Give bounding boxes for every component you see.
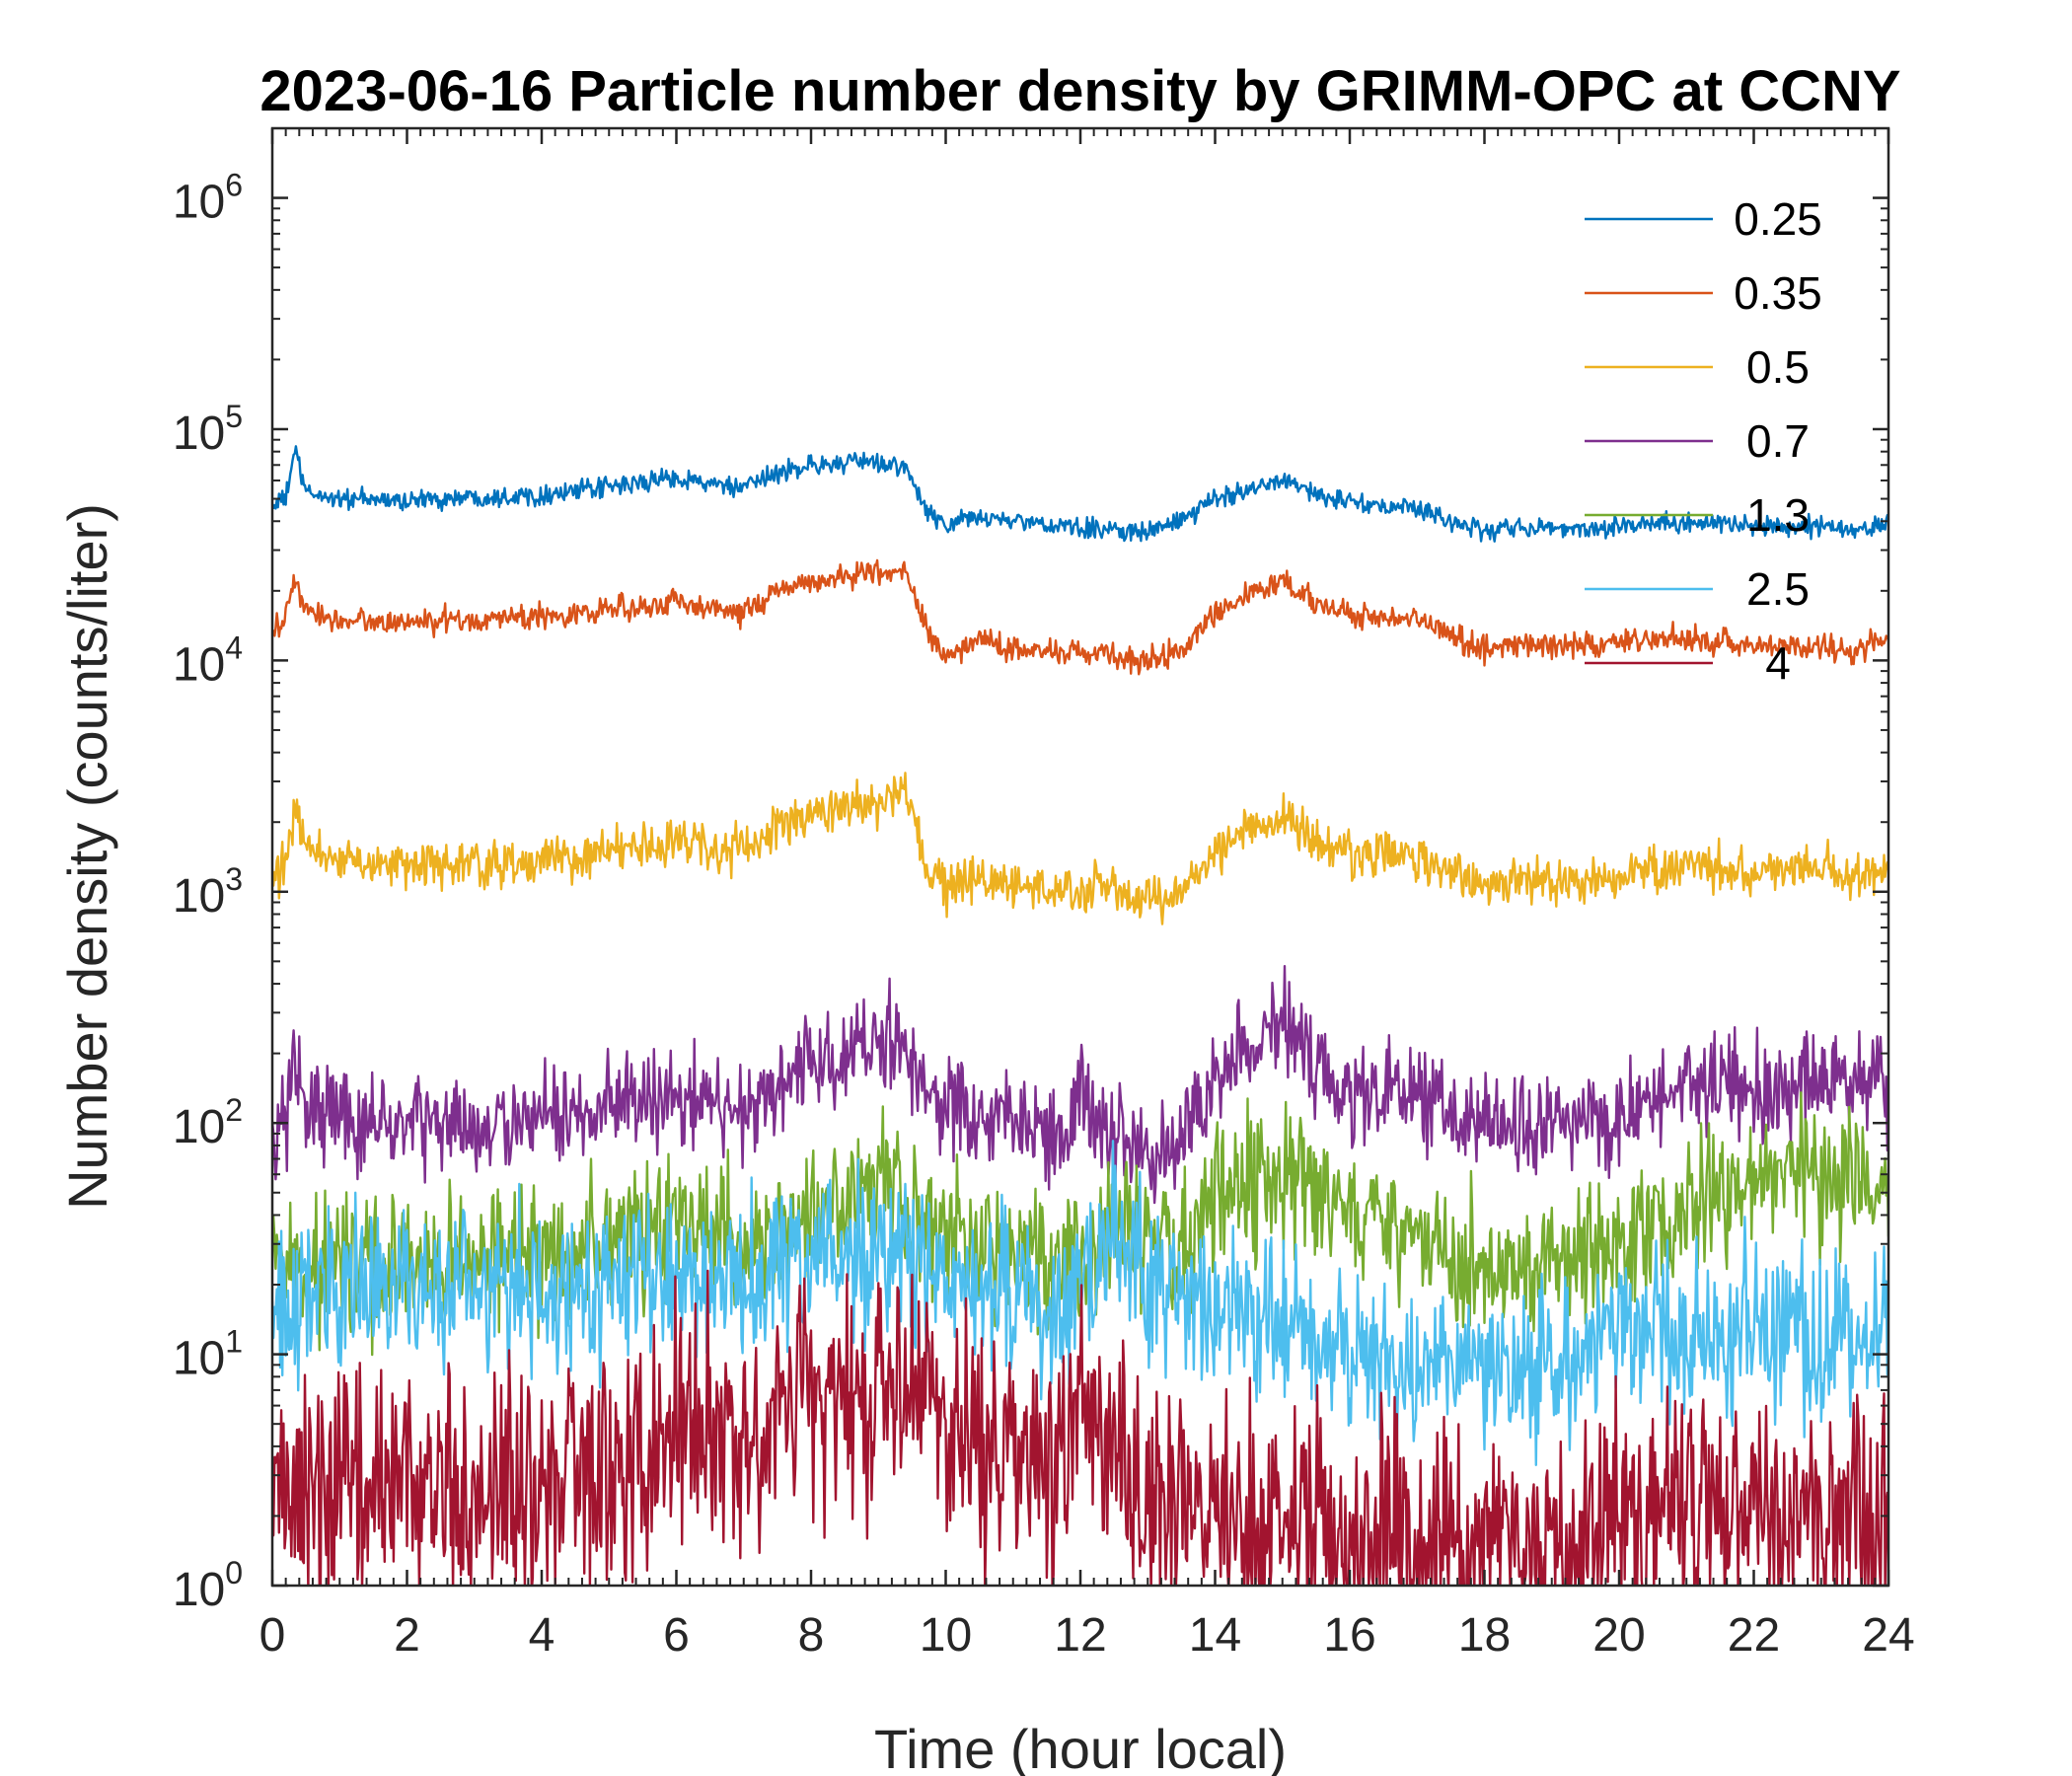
y-tick-label: 100 [173,1555,243,1616]
legend-label: 0.25 [1734,193,1822,245]
y-tick-label: 102 [173,1092,243,1153]
y-tick-label: 105 [173,399,243,460]
x-tick-label: 24 [1862,1609,1914,1662]
x-axis-label: Time (hour local) [874,1718,1287,1776]
series-line-0_7 [272,965,1888,1205]
legend-label: 0.5 [1746,341,1810,393]
plot-frame [270,126,1890,1588]
series-line-0_25 [272,445,1888,543]
series-line-0_5 [272,772,1888,925]
x-tick-labels: 0 2 4 6 8 10 12 14 16 18 20 22 24 [259,1609,1915,1662]
minor-ticks [272,127,1888,1586]
series-line-4 [272,1269,1888,1586]
legend-label: 2.5 [1746,563,1810,615]
x-tick-label: 22 [1728,1609,1780,1662]
legend-label: 0.7 [1746,415,1810,467]
x-tick-label: 4 [529,1609,555,1662]
x-tick-label: 16 [1323,1609,1375,1662]
x-tick-label: 0 [259,1609,286,1662]
legend-label: 4 [1765,637,1791,689]
x-tick-label: 2 [394,1609,420,1662]
major-ticks [270,128,1890,1588]
x-tick-label: 6 [663,1609,690,1662]
y-tick-label: 106 [173,168,243,229]
legend-label: 0.35 [1734,267,1822,319]
chart-title: 2023-06-16 Particle number density by GR… [259,59,1900,123]
y-tick-labels: 100 101 102 103 104 105 106 [173,168,243,1616]
x-tick-label: 12 [1054,1609,1106,1662]
y-tick-label: 103 [173,861,243,923]
x-tick-label: 10 [920,1609,972,1662]
x-tick-label: 18 [1458,1609,1511,1662]
legend: 0.25 0.35 0.5 0.7 1.3 2.5 4 [1585,193,1822,689]
series-line-0_35 [272,558,1888,676]
y-tick-label: 104 [173,629,243,691]
x-tick-label: 14 [1189,1609,1241,1662]
y-tick-label: 101 [173,1324,243,1385]
series-layer [272,445,1888,1586]
y-axis-label: Number density (counts/liter) [56,503,118,1210]
x-tick-label: 8 [798,1609,825,1662]
x-tick-label: 20 [1592,1609,1645,1662]
legend-label: 1.3 [1746,489,1810,541]
